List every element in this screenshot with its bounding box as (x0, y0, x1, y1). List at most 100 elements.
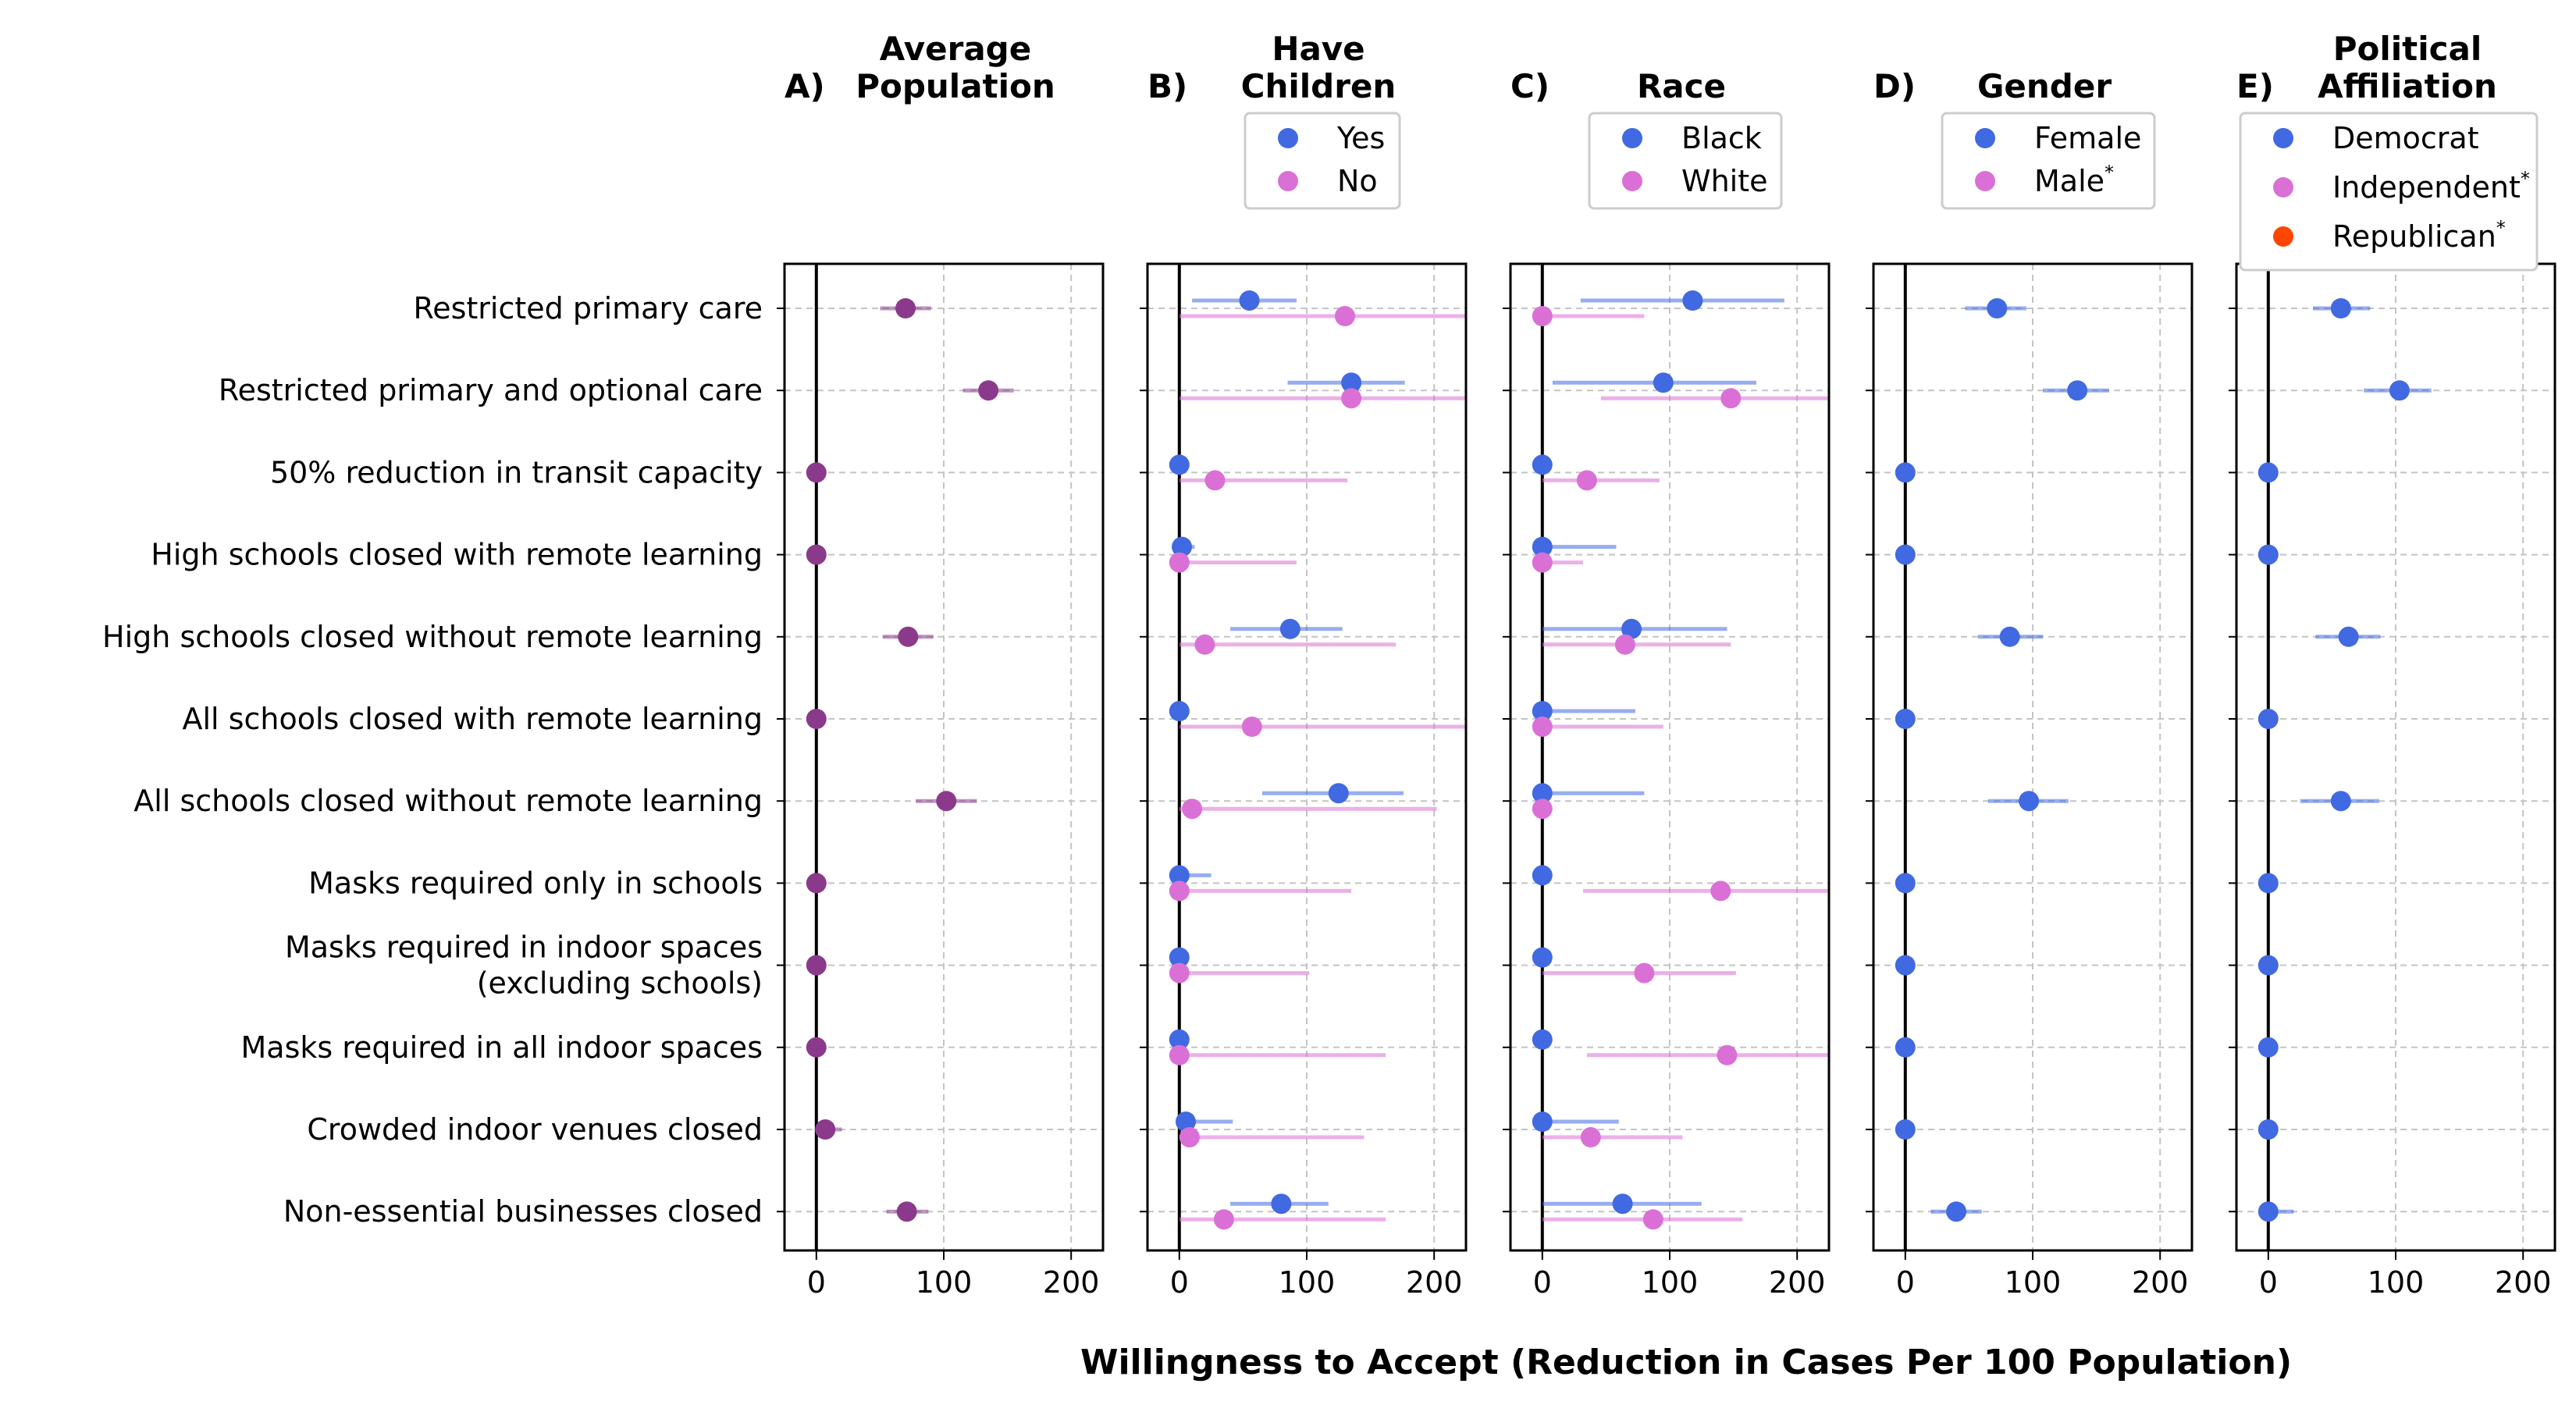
data-point (2258, 1119, 2279, 1140)
data-point (1204, 470, 1226, 491)
panel-letter: B) (1147, 67, 1187, 105)
data-point (1532, 454, 1553, 475)
legend-box (1941, 112, 2156, 210)
x-tick-label: 200 (1769, 1265, 1826, 1300)
data-point (1279, 618, 1300, 639)
data-point (1169, 947, 1190, 968)
data-point (1169, 552, 1190, 573)
panel-title: Race (1637, 67, 1726, 105)
data-point (1334, 306, 1355, 326)
legend-label: Independent* (2332, 168, 2530, 205)
data-point (1653, 372, 1674, 393)
data-point (1532, 536, 1553, 557)
legend-marker (2273, 128, 2293, 148)
legend-box (2239, 112, 2539, 272)
row-label: All schools closed with remote learning (183, 702, 763, 736)
data-point (2258, 462, 2279, 483)
data-point (806, 462, 827, 483)
row-label: Masks required in all indoor spaces (241, 1030, 763, 1065)
data-point (1717, 1044, 1738, 1065)
data-point (1895, 462, 1916, 483)
data-point (1175, 1112, 1196, 1132)
data-point (1341, 372, 1362, 393)
legend-marker (1278, 171, 1298, 191)
data-point (1532, 1112, 1553, 1132)
x-tick-label: 0 (807, 1265, 826, 1300)
data-point (1532, 701, 1553, 721)
panel: 0 100 200 D) Gender Female Male* (1866, 67, 2194, 1300)
data-point (806, 709, 827, 729)
data-point (1634, 962, 1655, 984)
panel-title: Political Affiliation (2318, 30, 2497, 105)
legend-marker (1622, 171, 1642, 191)
legend-marker (1975, 171, 1995, 191)
data-point (1532, 783, 1553, 804)
legend-label: Black (1681, 121, 1762, 155)
data-point (1241, 717, 1262, 737)
data-point (1194, 634, 1215, 655)
data-point (1213, 1209, 1234, 1230)
row-label: High schools closed with remote learning (151, 538, 763, 572)
legend-label: No (1337, 164, 1378, 198)
data-point (1576, 470, 1597, 491)
data-point (2019, 791, 2040, 812)
panel-title: Average Population (856, 30, 1055, 105)
row-label: Masks required in indoor spaces (excludin… (285, 930, 763, 1001)
data-point (1895, 873, 1916, 894)
x-tick-label: 0 (1170, 1265, 1189, 1300)
data-point (1532, 552, 1553, 573)
data-point (1532, 799, 1553, 820)
panel-letter: D) (1873, 67, 1916, 105)
data-point (1239, 290, 1260, 311)
row-label: Masks required only in schools (308, 866, 763, 900)
data-point (898, 626, 919, 647)
panel: 0 100 200 C) Race Black White (1503, 67, 1831, 1300)
data-point (1614, 634, 1635, 655)
data-point (1987, 298, 2008, 318)
panel-letter: C) (1510, 67, 1550, 105)
legend-label: Female (2034, 121, 2141, 155)
data-point (2258, 709, 2279, 729)
panel-letter: A) (785, 67, 825, 105)
data-point (1169, 1029, 1190, 1050)
data-point (806, 873, 827, 894)
data-point (806, 955, 827, 976)
row-labels: Restricted primary care Restricted primar… (102, 291, 763, 1229)
data-point (1169, 880, 1190, 902)
x-tick-label: 100 (916, 1265, 973, 1300)
x-tick-label: 0 (2259, 1265, 2278, 1300)
data-point (2338, 626, 2359, 647)
legend-label: Democrat (2332, 121, 2479, 155)
data-point (2330, 298, 2351, 318)
panel: 0 100 200 A) Average Population (777, 30, 1105, 1300)
data-point (2330, 791, 2351, 812)
data-point (1172, 536, 1193, 557)
data-point (1341, 388, 1362, 409)
data-point (1895, 544, 1916, 565)
data-point (1532, 717, 1553, 737)
panel: 0 100 200 B) Have Children Yes No (1140, 30, 1468, 1300)
data-point (815, 1119, 836, 1140)
data-point (1169, 1044, 1190, 1065)
x-tick-label: 100 (2368, 1265, 2425, 1300)
data-point (1895, 1119, 1916, 1140)
data-point (1682, 290, 1703, 311)
panels: 0 100 200 A) Average Population 0 100 200 B) Have C… (777, 30, 2556, 1300)
data-point (1895, 1037, 1916, 1058)
data-point (2258, 955, 2279, 976)
row-label: Restricted primary and optional care (219, 373, 763, 407)
data-point (1532, 1029, 1553, 1050)
data-point (1169, 454, 1190, 475)
data-point (1895, 709, 1916, 729)
legend-label: Yes (1336, 121, 1385, 155)
x-tick-label: 200 (2495, 1265, 2552, 1300)
data-point (1895, 955, 1916, 976)
row-label: All schools closed without remote learni… (133, 784, 763, 818)
row-label: Crowded indoor venues closed (307, 1112, 763, 1147)
data-point (2258, 544, 2279, 565)
row-label: 50% reduction in transit capacity (270, 455, 763, 489)
legend-label: White (1681, 164, 1768, 198)
data-point (936, 791, 957, 812)
data-point (2258, 1037, 2279, 1058)
